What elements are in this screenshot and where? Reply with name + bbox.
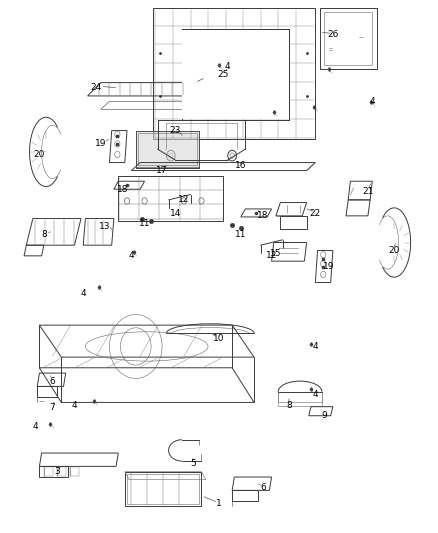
Text: 26: 26 xyxy=(327,30,339,39)
Text: 4: 4 xyxy=(72,401,77,409)
Text: 9: 9 xyxy=(321,411,327,420)
Bar xyxy=(320,8,377,69)
Text: 20: 20 xyxy=(389,246,400,255)
Bar xyxy=(44,467,53,476)
Bar xyxy=(136,131,199,168)
Text: 13: 13 xyxy=(99,222,111,231)
Bar xyxy=(136,131,199,167)
Text: 18: 18 xyxy=(257,212,268,220)
Text: 4: 4 xyxy=(81,289,86,297)
Bar xyxy=(324,12,372,65)
Text: 4: 4 xyxy=(225,62,230,71)
Text: 17: 17 xyxy=(156,166,168,175)
Text: 16: 16 xyxy=(235,161,247,169)
Text: 18: 18 xyxy=(117,185,128,193)
Text: 19: 19 xyxy=(95,140,106,148)
Text: 12: 12 xyxy=(178,196,190,204)
Bar xyxy=(182,30,289,119)
Text: 7: 7 xyxy=(49,403,56,412)
Text: 1: 1 xyxy=(216,499,222,508)
Text: 24: 24 xyxy=(91,84,102,92)
Text: 11: 11 xyxy=(235,230,247,239)
Bar xyxy=(182,29,289,120)
Text: 6: 6 xyxy=(49,377,56,385)
Text: 4: 4 xyxy=(129,252,134,260)
Bar xyxy=(57,467,66,476)
Text: 4: 4 xyxy=(370,97,375,106)
Bar xyxy=(70,467,79,476)
Bar xyxy=(127,474,199,504)
Text: 8: 8 xyxy=(286,401,292,409)
Text: 15: 15 xyxy=(270,249,282,257)
Text: 14: 14 xyxy=(170,209,181,217)
Bar xyxy=(138,133,197,165)
Text: 19: 19 xyxy=(323,262,334,271)
Text: 4: 4 xyxy=(32,422,38,431)
Text: 5: 5 xyxy=(190,459,196,468)
Text: 11: 11 xyxy=(139,220,150,228)
Text: 12: 12 xyxy=(266,252,277,260)
Text: 25: 25 xyxy=(218,70,229,79)
Bar xyxy=(278,402,322,406)
Text: 20: 20 xyxy=(34,150,45,159)
Text: 6: 6 xyxy=(260,483,266,492)
Text: 22: 22 xyxy=(310,209,321,217)
Text: 3: 3 xyxy=(54,467,60,476)
Bar xyxy=(182,29,289,120)
Text: 23: 23 xyxy=(170,126,181,135)
Text: 8: 8 xyxy=(41,230,47,239)
Bar xyxy=(125,472,201,506)
Text: 4: 4 xyxy=(313,342,318,351)
Text: 4: 4 xyxy=(313,390,318,399)
Text: 10: 10 xyxy=(213,334,225,343)
Bar xyxy=(118,176,223,221)
Text: 21: 21 xyxy=(362,188,374,196)
